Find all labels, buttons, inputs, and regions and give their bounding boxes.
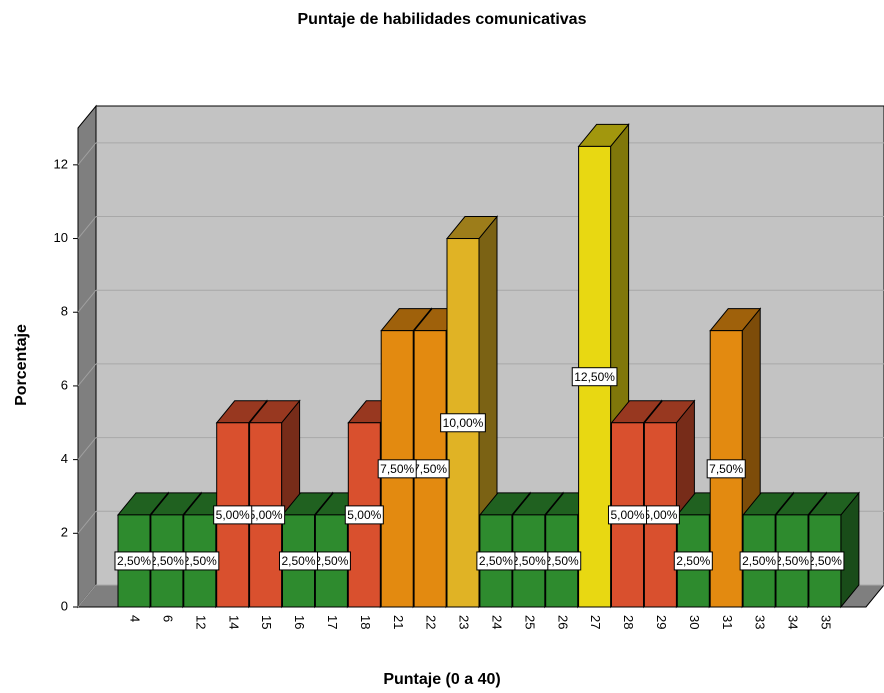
y-axis-label: Porcentaje [13, 324, 30, 406]
value-label: 2,50% [772, 551, 812, 571]
x-tick-label: 21 [391, 615, 406, 629]
x-tick-label: 14 [226, 615, 241, 629]
x-tick-label: 34 [786, 615, 801, 629]
value-label: 2,50% [476, 551, 516, 571]
x-tick-label: 23 [457, 615, 472, 629]
value-label-text: 5,00% [643, 508, 677, 522]
y-tick-label: 2 [61, 525, 68, 540]
y-tick-label: 0 [61, 598, 68, 613]
value-label-text: 5,00% [610, 508, 644, 522]
value-label: 2,50% [509, 551, 549, 571]
value-label: 5,00% [213, 505, 253, 525]
value-label-box [114, 551, 154, 571]
value-label-text: 10,00% [443, 416, 484, 430]
value-label-box [739, 551, 779, 571]
value-label-box [571, 367, 618, 387]
value-label-box [706, 459, 746, 479]
y-tick-label: 4 [61, 451, 68, 466]
y-tick-label: 8 [61, 304, 68, 319]
value-label-text: 2,50% [150, 554, 184, 568]
value-label: 5,00% [344, 505, 384, 525]
value-label-box [278, 551, 319, 571]
value-label-text: 2,50% [775, 554, 809, 568]
value-label: 12,50% [571, 367, 618, 387]
value-label: 5,00% [640, 505, 680, 525]
x-tick-label: 31 [720, 615, 735, 629]
x-tick-label: 15 [259, 615, 274, 629]
value-label: 2,50% [311, 551, 351, 571]
value-label: 2,50% [542, 551, 582, 571]
value-label-text: 2,50% [545, 554, 579, 568]
x-axis-label: Puntaje (0 a 40) [383, 671, 500, 688]
x-tick-label: 16 [292, 615, 307, 629]
grid-line [77, 363, 97, 387]
value-label-box [607, 505, 648, 525]
value-label: 2,50% [739, 551, 779, 571]
value-label: 7,50% [410, 459, 450, 479]
value-label-text: 2,50% [117, 554, 151, 568]
x-tick-label: 26 [555, 615, 570, 629]
x-tick-label: 29 [654, 615, 669, 629]
grid-line [77, 437, 97, 460]
chart-title: Puntaje de habilidades comunicativas [298, 11, 587, 28]
value-label-text: 2,50% [742, 554, 776, 568]
y-tick-label: 12 [54, 156, 68, 171]
value-label-box [377, 459, 417, 479]
value-label-text: 2,50% [676, 554, 710, 568]
x-tick-label: 27 [588, 615, 603, 629]
value-label: 7,50% [377, 459, 417, 479]
value-label-box [440, 413, 486, 433]
grid-line [77, 216, 97, 239]
x-tick-label: 28 [621, 615, 636, 629]
value-label: 2,50% [180, 551, 220, 571]
value-label: 2,50% [673, 551, 713, 571]
value-label-box [344, 505, 384, 525]
value-label-text: 2,50% [512, 554, 546, 568]
bar [807, 491, 860, 609]
x-tick-label: 4 [128, 615, 143, 622]
x-tick-label: 12 [193, 615, 208, 629]
value-label-text: 2,50% [314, 554, 348, 568]
value-label-text: 12,50% [574, 370, 615, 384]
value-label-text: 2,50% [183, 554, 217, 568]
value-label: 10,00% [440, 413, 486, 433]
value-label-text: 5,00% [216, 508, 250, 522]
x-tick-label: 24 [489, 615, 504, 629]
value-label-text: 2,50% [479, 554, 513, 568]
grid-line [77, 142, 97, 166]
x-tick-label: 25 [522, 615, 537, 629]
x-tick-label: 33 [753, 615, 768, 629]
value-label: 2,50% [278, 551, 319, 571]
grid-line [77, 584, 97, 608]
value-label-text: 2,50% [281, 554, 315, 568]
value-label-box [213, 505, 253, 525]
value-label-box [673, 551, 713, 571]
value-label-text: 2,50% [808, 554, 842, 568]
x-tick-label: 30 [687, 615, 702, 629]
value-label: 2,50% [114, 551, 154, 571]
value-label-text: 5,00% [249, 508, 283, 522]
value-label-box [476, 551, 516, 571]
left-wall [77, 104, 97, 609]
value-label: 2,50% [805, 551, 845, 571]
value-label: 7,50% [706, 459, 746, 479]
value-label-text: 7,50% [413, 462, 447, 476]
value-label: 5,00% [246, 505, 286, 525]
x-tick-label: 35 [818, 615, 833, 629]
x-tick-label: 17 [325, 615, 340, 629]
grid-line [77, 510, 97, 534]
value-label: 2,50% [147, 551, 187, 571]
value-label: 5,00% [607, 505, 648, 525]
x-tick-label: 6 [160, 615, 175, 622]
x-tick-label: 18 [358, 615, 373, 629]
y-tick-label: 10 [54, 230, 68, 245]
y-tick-label: 6 [61, 377, 68, 392]
x-tick-label: 22 [424, 615, 439, 629]
value-label-text: 7,50% [380, 462, 414, 476]
value-label-text: 5,00% [347, 508, 381, 522]
value-label-text: 7,50% [709, 462, 743, 476]
grid-line [77, 289, 97, 313]
